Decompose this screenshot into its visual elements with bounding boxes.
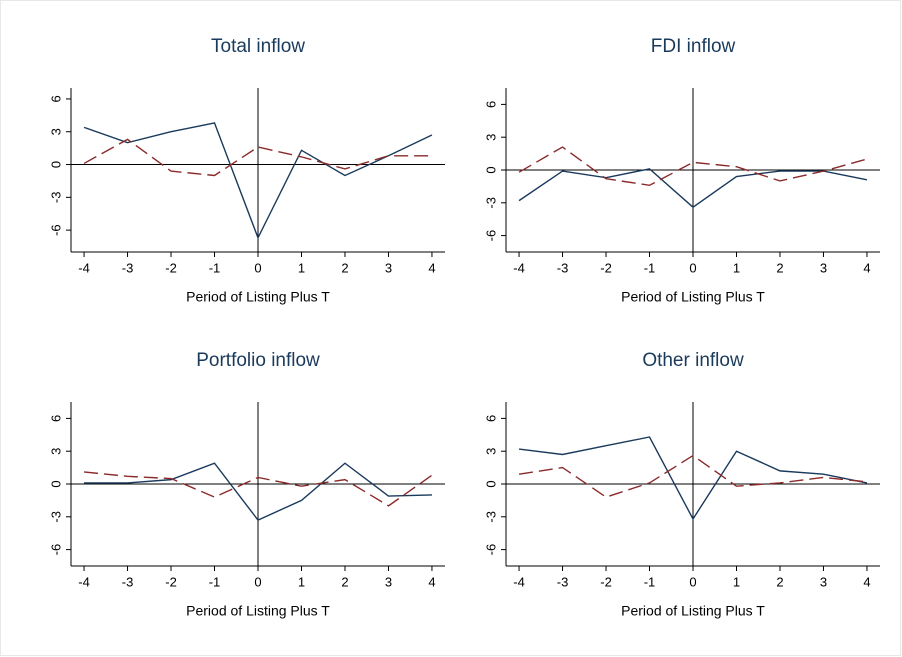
x-tick-label: -1 (644, 574, 656, 589)
x-tick-label: 2 (776, 574, 783, 589)
y-tick-label: 6 (483, 415, 498, 422)
y-tick-label: 3 (483, 134, 498, 141)
series-line (83, 138, 432, 177)
y-tick-label: 0 (483, 166, 498, 173)
series-line (518, 436, 868, 521)
x-tick-label: -3 (122, 260, 134, 275)
x-tick-label: 4 (863, 260, 870, 275)
x-tick-label: 3 (820, 260, 827, 275)
x-tick-label: 4 (428, 574, 435, 589)
x-tick-label: 1 (733, 260, 740, 275)
x-tick-label: -3 (557, 574, 569, 589)
y-tick-label: 3 (483, 448, 498, 455)
x-tick-label: -1 (644, 260, 656, 275)
x-tick-label: -1 (209, 574, 221, 589)
panel-title: Total inflow (211, 36, 305, 57)
x-tick-label: 1 (298, 260, 305, 275)
x-tick-label: 0 (254, 574, 261, 589)
y-tick-label: -3 (483, 197, 498, 209)
x-tick-label: 0 (254, 260, 261, 275)
x-tick-label: 0 (689, 260, 696, 275)
x-tick-label: -4 (78, 574, 90, 589)
x-tick-label: -2 (165, 574, 177, 589)
x-tick-label: 0 (689, 574, 696, 589)
x-axis-label: Period of Listing Plus T (621, 289, 765, 305)
y-tick-label: -3 (48, 192, 63, 204)
x-axis-label: Period of Listing Plus T (621, 603, 765, 619)
y-tick-label: 0 (48, 161, 63, 168)
x-tick-label: -2 (600, 574, 612, 589)
x-tick-label: 3 (385, 574, 392, 589)
series-line (518, 146, 868, 187)
x-tick-label: 4 (428, 260, 435, 275)
series-line (83, 122, 433, 240)
panel-title: FDI inflow (651, 36, 736, 57)
x-tick-label: -2 (600, 260, 612, 275)
series-line (84, 462, 432, 521)
y-tick-label: -3 (48, 511, 63, 523)
x-tick-label: -3 (557, 260, 569, 275)
y-tick-label: 3 (48, 448, 63, 455)
y-tick-label: 6 (483, 101, 498, 108)
x-tick-label: 1 (298, 574, 305, 589)
y-tick-label: 3 (48, 128, 63, 135)
panel-title: Other inflow (642, 350, 744, 371)
y-tick-label: 6 (48, 415, 63, 422)
series-line (83, 471, 433, 507)
x-tick-label: 4 (863, 574, 870, 589)
y-tick-label: -6 (48, 544, 63, 556)
x-tick-label: 2 (341, 260, 348, 275)
x-tick-label: -4 (513, 574, 525, 589)
x-tick-label: -4 (513, 260, 525, 275)
x-axis-label: Period of Listing Plus T (186, 289, 330, 305)
y-tick-label: 0 (48, 480, 63, 487)
panel-title: Portfolio inflow (196, 350, 320, 371)
x-tick-label: 2 (776, 260, 783, 275)
x-tick-label: -2 (165, 260, 177, 275)
x-tick-label: 1 (733, 574, 740, 589)
y-tick-label: -6 (483, 544, 498, 556)
y-tick-label: -6 (48, 224, 63, 236)
series-line (518, 454, 868, 498)
x-axis-label: Period of Listing Plus T (186, 603, 330, 619)
y-tick-label: 0 (483, 480, 498, 487)
y-tick-label: -3 (483, 511, 498, 523)
x-tick-label: -4 (78, 260, 90, 275)
x-tick-label: -1 (209, 260, 221, 275)
x-tick-label: 2 (341, 574, 348, 589)
series-line (518, 168, 868, 209)
x-tick-label: 3 (820, 574, 827, 589)
y-tick-label: 6 (48, 95, 63, 102)
x-tick-label: 3 (385, 260, 392, 275)
x-tick-label: -3 (122, 574, 134, 589)
y-tick-label: -6 (483, 230, 498, 242)
